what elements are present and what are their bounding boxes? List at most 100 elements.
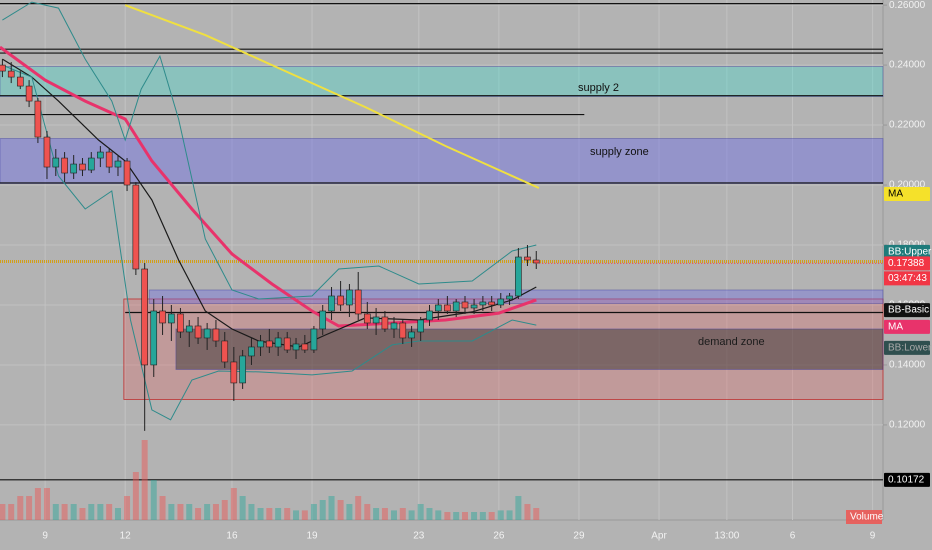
candle-body	[461, 301, 469, 309]
volume-bar	[17, 496, 24, 520]
candle-body	[16, 76, 24, 87]
candle-body	[354, 289, 362, 315]
candle-body	[25, 85, 33, 102]
candle-body	[328, 295, 335, 312]
y-tick-label: 0.26000	[889, 0, 926, 11]
candle-body	[123, 160, 131, 186]
candle-body	[212, 328, 220, 342]
volume-bar	[248, 504, 255, 520]
indicator-line	[2, 1, 537, 300]
candle-body	[70, 163, 77, 174]
axis-tag-text: BB:Lower	[888, 343, 932, 354]
candle-body	[34, 100, 42, 138]
volume-bar	[471, 512, 478, 520]
candle-body	[274, 337, 282, 348]
candle-body	[381, 316, 389, 330]
volume-bar	[204, 504, 211, 520]
volume-bar	[390, 510, 397, 520]
axis-tag-text: BB:Upper	[888, 247, 932, 258]
x-tick-label: 26	[493, 531, 505, 542]
volume-bar	[301, 510, 308, 520]
x-tick-label: 9	[42, 531, 48, 542]
candle-body	[0, 64, 6, 72]
volume-bar	[355, 496, 362, 520]
axis-tag-text: MA	[888, 322, 903, 333]
volume-bar	[346, 504, 353, 520]
volume-bar	[319, 500, 326, 520]
axis-tag	[884, 303, 930, 318]
x-tick-label: 19	[306, 531, 318, 542]
candle-body	[248, 346, 255, 357]
volume-label: Volume	[850, 512, 884, 523]
candle-body	[319, 310, 327, 330]
volume-bar	[43, 488, 50, 520]
volume-bar	[26, 496, 33, 520]
volume-bar	[506, 510, 513, 520]
candle-body	[114, 160, 122, 168]
candle-body	[292, 343, 300, 351]
indicator-line	[0, 45, 537, 328]
volume-bar	[61, 504, 68, 520]
axis-tag	[884, 187, 930, 202]
candle-body	[301, 343, 309, 351]
volume-bar	[515, 496, 522, 520]
candle-body	[97, 151, 104, 159]
volume-bar	[328, 496, 335, 520]
volume-bar	[186, 504, 193, 520]
candle-body	[7, 70, 15, 78]
volume-bar	[159, 496, 166, 520]
candle-body	[239, 355, 246, 384]
x-tick-label: 6	[790, 531, 796, 542]
candle-body	[515, 256, 522, 297]
volume-bar	[114, 508, 121, 520]
volume-bar	[533, 508, 540, 520]
candle-body	[399, 322, 407, 339]
volume-bar	[479, 512, 486, 520]
y-tick-label: 0.14000	[889, 360, 926, 371]
volume-bar	[435, 510, 442, 520]
x-tick-label: 9	[870, 531, 876, 542]
candle-body	[141, 268, 148, 366]
candle-body	[488, 301, 495, 306]
volume-bar	[230, 488, 237, 520]
candle-body	[452, 301, 460, 312]
candle-body	[203, 328, 211, 339]
candle-body	[444, 304, 451, 312]
candle-body	[346, 289, 353, 306]
volume-bar	[381, 508, 388, 520]
axis-tag	[884, 472, 930, 487]
x-tick-label: 12	[120, 531, 132, 542]
candle-body	[524, 256, 531, 261]
volume-bar	[488, 512, 495, 520]
x-tick-label: 13:00	[714, 531, 739, 542]
candle-body	[105, 151, 113, 168]
candle-body	[408, 331, 415, 339]
x-tick-label: 16	[226, 531, 238, 542]
candle-body	[230, 361, 238, 384]
candle-body	[506, 295, 513, 300]
indicator-line	[2, 64, 537, 421]
volume-bar	[444, 512, 451, 520]
candle-body	[390, 322, 398, 330]
volume-bar	[177, 504, 184, 520]
volume-bar	[52, 504, 59, 520]
volume-bar	[293, 510, 300, 520]
volume-bar	[141, 440, 148, 520]
volume-bar	[150, 480, 157, 520]
volume-bar	[337, 500, 344, 520]
volume-bar	[461, 512, 468, 520]
x-tick-label: 23	[413, 531, 425, 542]
volume-bar	[453, 512, 460, 520]
candle-body	[150, 310, 158, 366]
y-tick-label: 0.22000	[889, 120, 926, 131]
volume-bar	[8, 504, 15, 520]
candle-body	[221, 340, 229, 363]
candle-body	[87, 157, 95, 171]
candle-body	[532, 259, 540, 264]
volume-bar	[70, 504, 77, 520]
volume-bar	[79, 508, 86, 520]
zone	[0, 66, 884, 97]
candle-body	[159, 310, 166, 324]
volume-bar	[34, 488, 41, 520]
volume-bar	[284, 508, 291, 520]
